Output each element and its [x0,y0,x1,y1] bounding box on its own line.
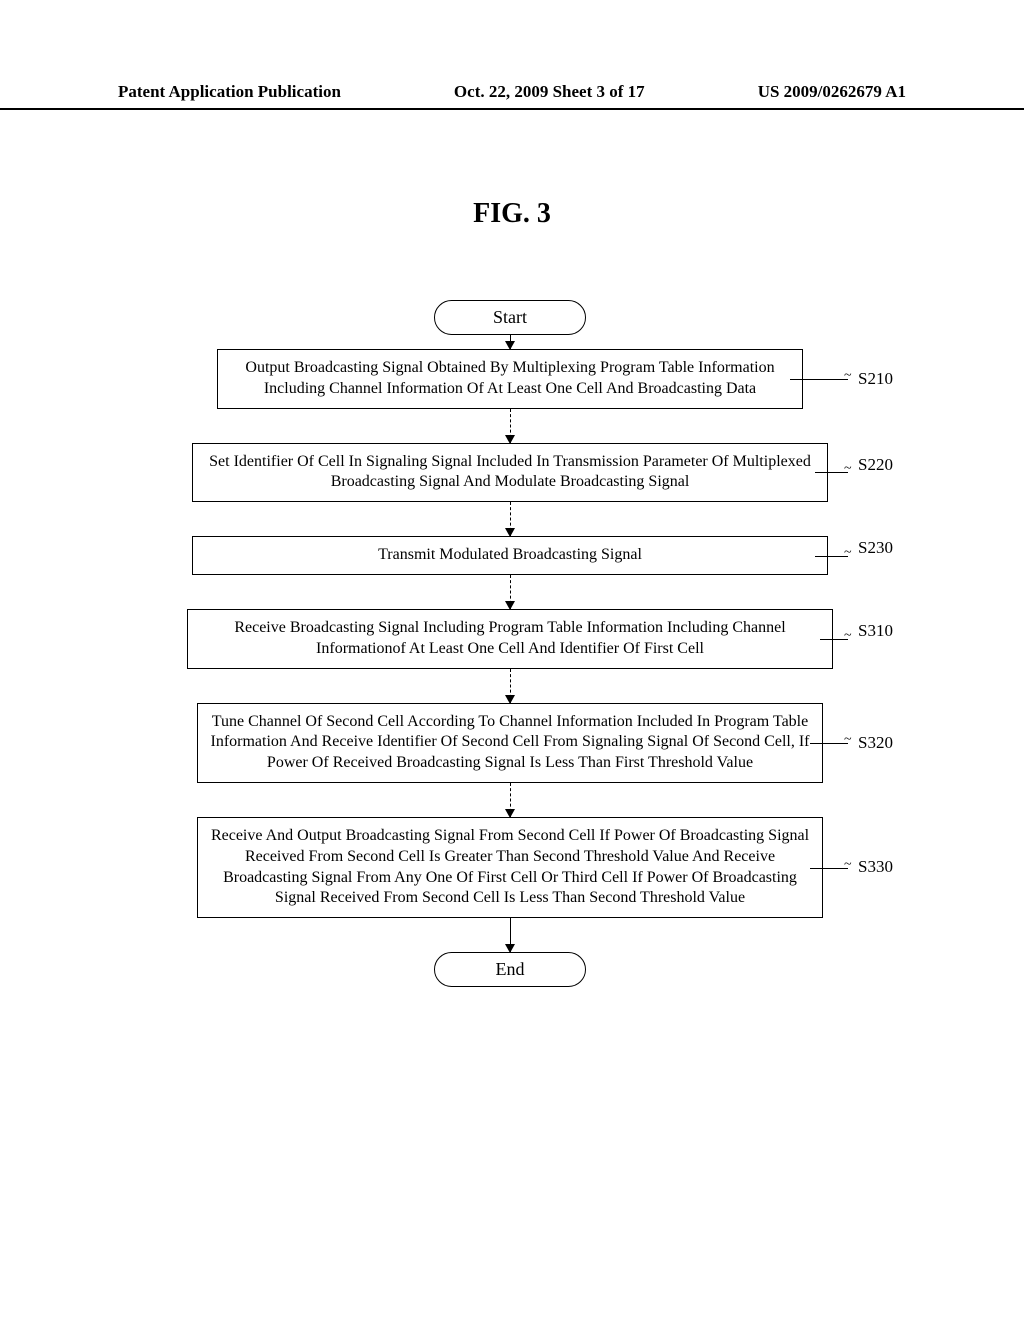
process-box: Output Broadcasting Signal Obtained By M… [217,349,803,409]
figure-title: FIG. 3 [0,198,1024,230]
arrow-connector [510,783,511,817]
process-box: Receive Broadcasting Signal Including Pr… [187,609,833,669]
process-box: Tune Channel Of Second Cell According To… [197,703,823,783]
tilde-mark: ~ [844,461,852,477]
tilde-mark: ~ [844,857,852,873]
arrow-connector [510,575,511,609]
tilde-mark: ~ [844,368,852,384]
step-label: S310 [858,621,893,641]
arrow-connector [510,335,511,349]
flowchart: Start Output Broadcasting Signal Obtaine… [160,300,860,987]
terminator-end: End [434,952,586,987]
process-step: Set Identifier Of Cell In Signaling Sign… [160,443,860,503]
step-label: S230 [858,538,893,558]
header-center: Oct. 22, 2009 Sheet 3 of 17 [454,82,645,102]
step-label: S210 [858,369,893,389]
process-step: Receive Broadcasting Signal Including Pr… [160,609,860,669]
arrow-connector [510,409,511,443]
process-box: Receive And Output Broadcasting Signal F… [197,817,823,918]
header-right: US 2009/0262679 A1 [758,82,906,102]
process-box: Set Identifier Of Cell In Signaling Sign… [192,443,828,503]
process-box: Transmit Modulated Broadcasting Signal [192,536,828,575]
tilde-mark: ~ [844,545,852,561]
page-root: Patent Application Publication Oct. 22, … [0,0,1024,1320]
arrow-connector [510,502,511,536]
connector-line [790,379,848,380]
terminator-start: Start [434,300,586,335]
page-header: Patent Application Publication Oct. 22, … [0,82,1024,110]
connector-line [810,868,848,869]
process-step: Receive And Output Broadcasting Signal F… [160,817,860,918]
process-step: Output Broadcasting Signal Obtained By M… [160,349,860,409]
tilde-mark: ~ [844,628,852,644]
process-step: Transmit Modulated Broadcasting Signal~S… [160,536,860,575]
connector-line [810,743,848,744]
step-label: S320 [858,733,893,753]
tilde-mark: ~ [844,732,852,748]
process-step: Tune Channel Of Second Cell According To… [160,703,860,783]
arrow-connector [510,918,511,952]
arrow-connector [510,669,511,703]
step-label: S220 [858,455,893,475]
step-label: S330 [858,857,893,877]
header-left: Patent Application Publication [118,82,341,102]
